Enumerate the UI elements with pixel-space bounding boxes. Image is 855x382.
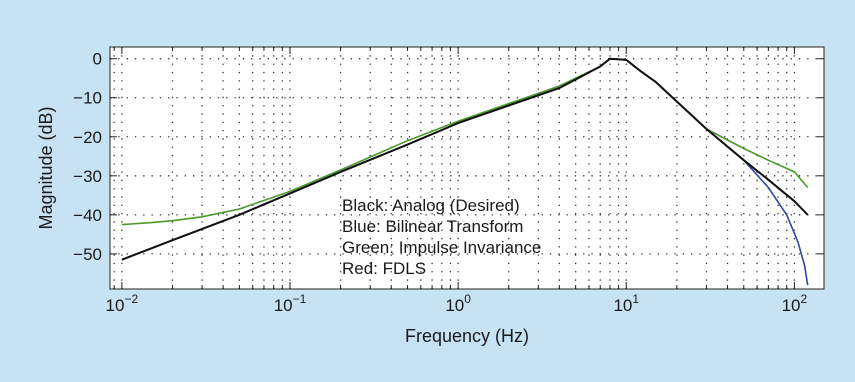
x-tick-label: 10−1 [274,292,307,315]
axis-ticks: 0 −10 −20 −30 −40 −50 10−2 10−1 100 101 102 [73,47,824,315]
y-tick-label: −50 [73,245,102,264]
x-tick-label: 10−2 [106,292,139,315]
plot-frame [109,46,825,290]
grid [110,47,824,289]
legend-entry: Black: Analog (Desired) [342,196,520,215]
y-axis-label: Magnitude (dB) [36,106,56,229]
plot-area [109,46,825,290]
legend-entry: Blue: Bilinear Transform [342,217,523,236]
y-tick-label: −40 [73,206,102,225]
series-layer [121,57,809,286]
y-tick-label: −20 [73,128,102,147]
x-tick-label: 100 [445,292,471,315]
series-line [121,57,809,261]
legend-entry: Green: Impulse Invariance [342,238,541,257]
y-tick-label: −30 [73,167,102,186]
x-tick-label: 101 [613,292,639,315]
legend: Black: Analog (Desired) Blue: Bilinear Tr… [342,196,541,278]
x-axis-label: Frequency (Hz) [405,326,529,346]
legend-entry: Red: FDLS [342,259,426,278]
x-tick-label: 102 [782,292,808,315]
y-tick-label: −10 [73,89,102,108]
y-tick-label: 0 [93,50,102,69]
